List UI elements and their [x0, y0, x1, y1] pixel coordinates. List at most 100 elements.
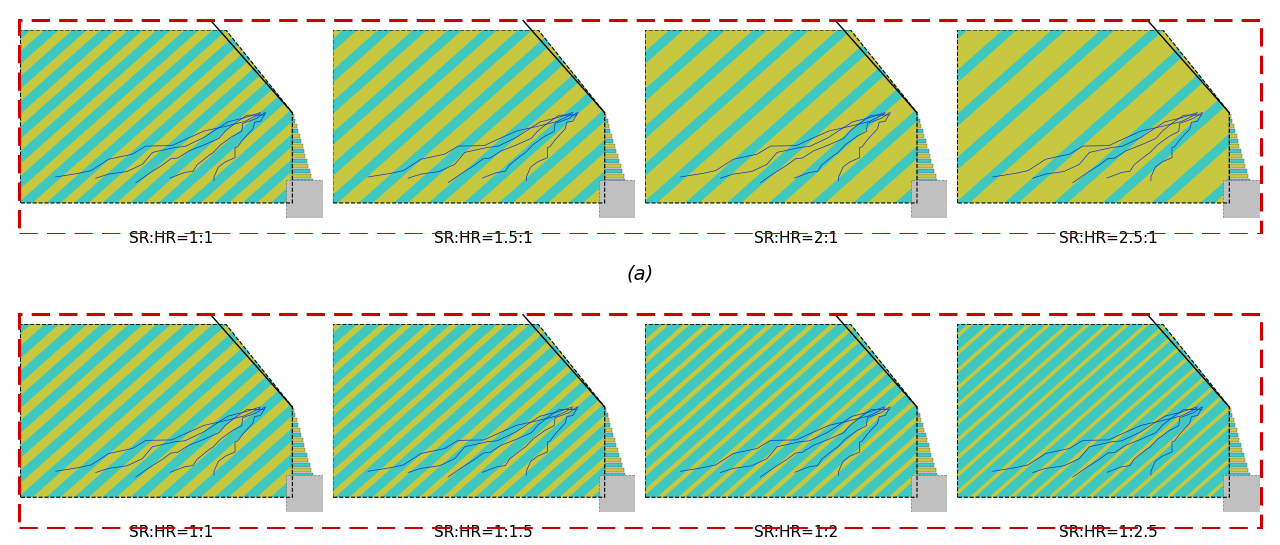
Polygon shape — [0, 0, 433, 226]
Polygon shape — [347, 111, 876, 545]
Polygon shape — [0, 0, 45, 193]
Polygon shape — [0, 222, 506, 545]
Polygon shape — [604, 478, 626, 482]
Polygon shape — [547, 62, 1070, 526]
Polygon shape — [488, 0, 1018, 344]
Polygon shape — [876, 0, 1280, 384]
Polygon shape — [248, 46, 778, 513]
Polygon shape — [785, 302, 1280, 545]
Polygon shape — [1229, 174, 1248, 178]
Text: SR:HR=2.5:1: SR:HR=2.5:1 — [1059, 231, 1158, 246]
Polygon shape — [1229, 144, 1239, 148]
Polygon shape — [132, 154, 660, 545]
Polygon shape — [539, 331, 1069, 545]
Polygon shape — [79, 267, 609, 545]
Polygon shape — [403, 0, 933, 308]
Polygon shape — [780, 5, 1280, 476]
Polygon shape — [23, 0, 552, 436]
Polygon shape — [0, 13, 26, 479]
Polygon shape — [625, 232, 1149, 545]
Polygon shape — [657, 0, 1187, 419]
Polygon shape — [69, 126, 598, 545]
Polygon shape — [604, 139, 613, 143]
Polygon shape — [1179, 337, 1280, 545]
Polygon shape — [1011, 265, 1280, 545]
Polygon shape — [0, 119, 270, 545]
Polygon shape — [412, 140, 937, 545]
Polygon shape — [1030, 0, 1280, 445]
Polygon shape — [612, 0, 1156, 269]
Polygon shape — [335, 0, 865, 414]
Polygon shape — [557, 45, 1091, 513]
Polygon shape — [202, 26, 731, 492]
Polygon shape — [375, 0, 905, 295]
Polygon shape — [916, 433, 925, 437]
Polygon shape — [840, 190, 1280, 545]
Polygon shape — [604, 194, 630, 198]
Polygon shape — [836, 189, 1280, 545]
Polygon shape — [236, 199, 762, 545]
Polygon shape — [470, 165, 993, 545]
Polygon shape — [206, 50, 735, 516]
Polygon shape — [262, 75, 791, 541]
Polygon shape — [0, 8, 323, 472]
Polygon shape — [0, 0, 346, 324]
Polygon shape — [230, 332, 759, 545]
Polygon shape — [1229, 129, 1235, 133]
Polygon shape — [1229, 453, 1244, 457]
Polygon shape — [855, 332, 1280, 545]
Polygon shape — [502, 179, 1032, 545]
Polygon shape — [655, 110, 1185, 545]
Polygon shape — [159, 29, 684, 493]
Polygon shape — [0, 218, 495, 545]
Polygon shape — [892, 213, 1280, 545]
Polygon shape — [0, 107, 242, 545]
Polygon shape — [883, 345, 1280, 545]
Polygon shape — [841, 326, 1280, 545]
Polygon shape — [756, 289, 1280, 545]
Polygon shape — [695, 127, 1224, 545]
Polygon shape — [102, 0, 641, 181]
Polygon shape — [1112, 309, 1280, 545]
Polygon shape — [1229, 179, 1249, 183]
Polygon shape — [550, 64, 1079, 530]
Polygon shape — [220, 56, 749, 522]
Polygon shape — [916, 174, 936, 178]
Polygon shape — [379, 0, 909, 456]
Polygon shape — [1229, 199, 1256, 203]
Polygon shape — [0, 197, 449, 545]
Text: SR:HR=1:1: SR:HR=1:1 — [129, 525, 214, 541]
Polygon shape — [639, 238, 1164, 545]
Polygon shape — [1229, 458, 1245, 462]
Polygon shape — [0, 152, 346, 545]
Polygon shape — [136, 19, 664, 485]
Polygon shape — [916, 418, 922, 422]
Polygon shape — [1051, 282, 1280, 545]
Polygon shape — [0, 0, 393, 344]
Polygon shape — [0, 0, 177, 250]
Polygon shape — [827, 320, 1280, 545]
Polygon shape — [678, 119, 1202, 545]
Polygon shape — [0, 0, 120, 226]
Polygon shape — [292, 174, 311, 178]
Polygon shape — [916, 438, 927, 442]
Polygon shape — [320, 235, 849, 545]
Polygon shape — [1229, 139, 1238, 143]
Polygon shape — [667, 251, 1192, 545]
Polygon shape — [1196, 345, 1280, 545]
Polygon shape — [292, 448, 306, 452]
Polygon shape — [516, 185, 1046, 545]
Polygon shape — [1033, 275, 1280, 545]
Polygon shape — [239, 337, 769, 545]
Polygon shape — [229, 60, 754, 524]
Polygon shape — [0, 128, 289, 545]
Polygon shape — [0, 140, 317, 545]
Polygon shape — [74, 0, 599, 457]
Polygon shape — [210, 188, 740, 545]
Polygon shape — [1196, 51, 1280, 517]
Polygon shape — [867, 202, 1280, 545]
Polygon shape — [554, 0, 1092, 378]
Polygon shape — [292, 418, 297, 422]
Polygon shape — [0, 0, 394, 209]
Polygon shape — [100, 140, 630, 545]
